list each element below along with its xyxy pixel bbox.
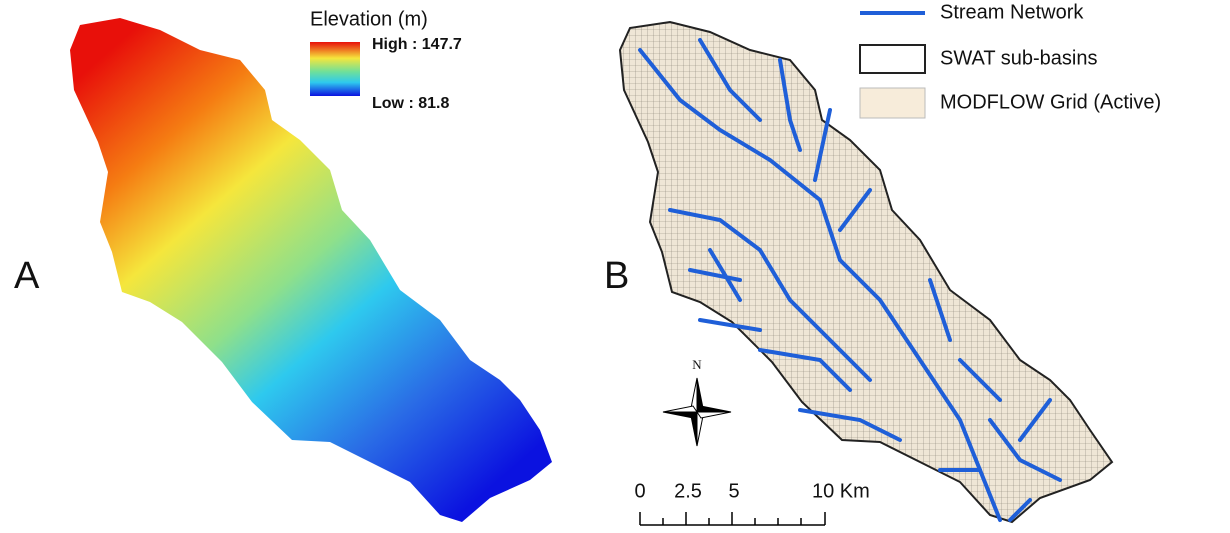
legend-entry: Stream Network [940, 1, 1084, 23]
scale-label: 0 [634, 480, 645, 502]
legend-high: High : 147.7 [372, 36, 462, 53]
scale-label: 2.5 [674, 480, 702, 502]
scale-bar [640, 512, 825, 525]
figure: A Elevation (m) High : 147.7 Low : 81.8 … [0, 0, 1230, 533]
legend-entry: MODFLOW Grid (Active) [940, 91, 1161, 113]
scale-label: 5 [728, 480, 739, 502]
legend-swatch [860, 45, 925, 73]
north-label: N [692, 357, 702, 372]
panel-label: B [604, 255, 629, 297]
legend-title: Elevation (m) [310, 8, 428, 30]
legend-entry: SWAT sub-basins [940, 47, 1097, 69]
scale-label: 10 Km [812, 480, 870, 502]
panel-label: A [14, 255, 40, 297]
legend-ramp [310, 42, 360, 96]
north-arrow [663, 378, 731, 446]
legend-swatch [860, 88, 925, 118]
legend-low: Low : 81.8 [372, 95, 449, 112]
